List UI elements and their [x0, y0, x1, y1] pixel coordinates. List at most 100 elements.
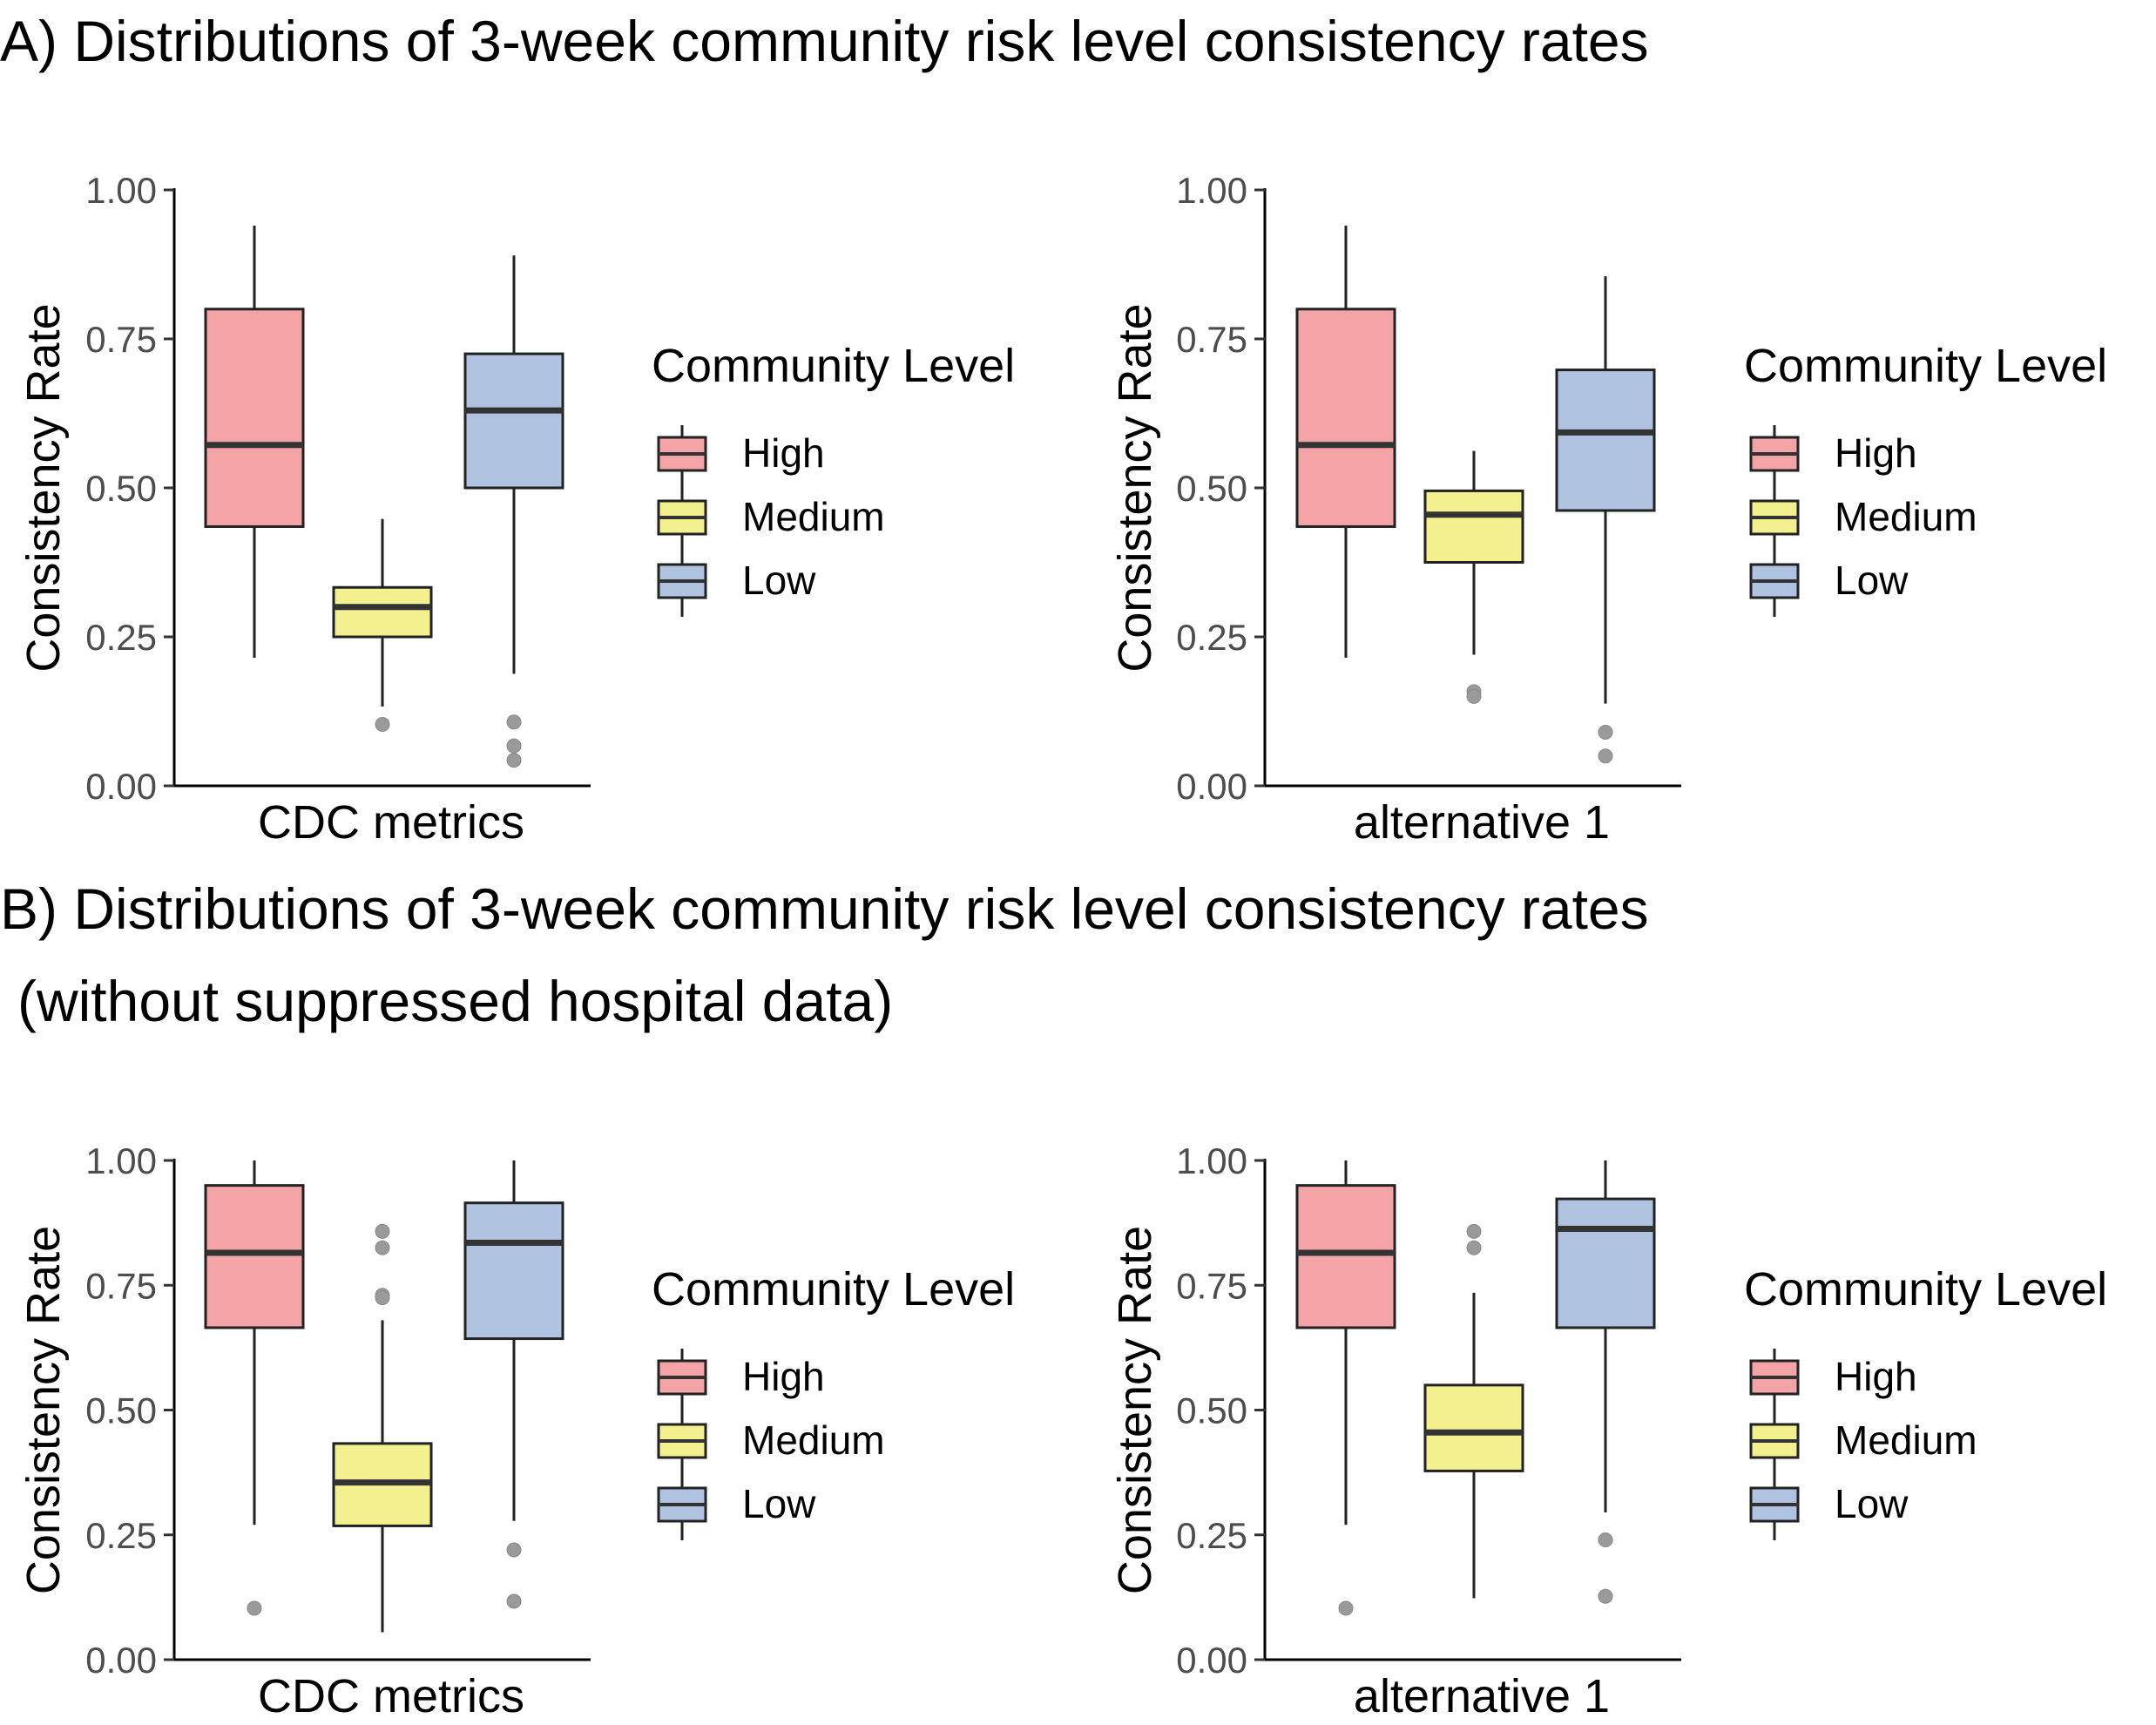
y-tick-label: 0.25 [85, 617, 157, 658]
legend-label: Medium [742, 494, 885, 539]
y-tick-label: 0.25 [1176, 617, 1247, 658]
outlier-point [1466, 1240, 1482, 1255]
y-tick-label: 0.50 [1176, 1390, 1247, 1431]
x-category-label: CDC metrics [258, 1670, 524, 1722]
legend-label: High [742, 430, 825, 476]
outlier-point [375, 1290, 390, 1306]
y-tick-label: 0.00 [1176, 1640, 1247, 1681]
y-axis-label: Consistency Rate [17, 1226, 70, 1594]
box-low [463, 255, 564, 768]
legend-key-low [1749, 552, 1800, 617]
outlier-point [1466, 1223, 1482, 1239]
y-tick-label: 0.50 [85, 1390, 157, 1431]
y-tick-label: 0.75 [85, 319, 157, 360]
outlier-point [375, 1240, 390, 1255]
box-medium [332, 518, 433, 733]
section-subtitle-b: (without suppressed hospital data) [17, 969, 894, 1033]
box-high [1295, 226, 1396, 658]
iqr-box [1295, 1184, 1396, 1329]
iqr-box [463, 1201, 564, 1341]
section-title-b: B) Distributions of 3-week community ris… [0, 876, 1649, 941]
x-category-label: alternative 1 [1354, 1670, 1610, 1722]
box-high [204, 1160, 305, 1616]
legend-label: Medium [1835, 494, 1977, 539]
box-medium [332, 1223, 433, 1633]
legend-label: Low [1835, 558, 1909, 603]
iqr-box [1555, 1197, 1656, 1329]
outlier-point [506, 1593, 522, 1609]
outlier-point [1598, 724, 1613, 740]
legend-label: Medium [1835, 1417, 1977, 1463]
y-tick-label: 0.00 [1176, 766, 1247, 807]
legend: Community Level High Medium Low [652, 340, 1015, 617]
panel-b-cdc-metrics: 0.00 0.25 0.50 0.75 1.00 Consistency Rate CDC … [17, 1140, 1015, 1722]
box-low [1555, 276, 1656, 764]
legend-title: Community Level [652, 340, 1015, 392]
outlier-point [506, 753, 522, 768]
y-tick-label: 0.25 [1176, 1515, 1247, 1556]
legend-key-high [1749, 1349, 1800, 1413]
legend: Community Level High Medium Low [652, 1263, 1015, 1540]
legend-key-high [657, 1349, 707, 1413]
legend-key-high [657, 425, 707, 490]
y-tick-label: 0.75 [85, 1265, 157, 1306]
outlier-point [1598, 1532, 1613, 1547]
legend-label: Medium [742, 1417, 885, 1463]
legend-label: High [1835, 430, 1917, 476]
x-category-label: CDC metrics [258, 796, 524, 849]
outlier-point [375, 717, 390, 733]
y-tick-label: 0.00 [85, 1640, 157, 1681]
outlier-point [1338, 1600, 1354, 1616]
outlier-point [375, 1223, 390, 1239]
y-tick-label: 0.75 [1176, 319, 1247, 360]
legend-key-medium [657, 489, 707, 553]
box-medium [1423, 450, 1524, 704]
legend-label: Low [1835, 1481, 1909, 1526]
y-tick-label: 0.25 [85, 1515, 157, 1556]
iqr-box [204, 1184, 305, 1329]
legend-key-low [657, 552, 707, 617]
iqr-box [1555, 369, 1656, 512]
outlier-point [506, 714, 522, 730]
legend-label: High [742, 1354, 825, 1399]
legend-key-low [657, 1476, 707, 1540]
y-axis-label: Consistency Rate [1109, 303, 1161, 672]
legend-title: Community Level [1744, 340, 2107, 392]
outlier-point [506, 1542, 522, 1558]
iqr-box [204, 308, 305, 528]
y-axis-label: Consistency Rate [1109, 1226, 1161, 1594]
y-tick-label: 0.75 [1176, 1265, 1247, 1306]
outlier-point [506, 738, 522, 754]
legend-key-medium [1749, 489, 1800, 553]
iqr-box [463, 352, 564, 490]
legend-key-low [1749, 1476, 1800, 1540]
y-tick-label: 1.00 [85, 170, 157, 211]
legend-label: Low [742, 1481, 816, 1526]
iqr-box [1295, 308, 1396, 528]
y-tick-label: 1.00 [1176, 170, 1247, 211]
section-title-a: A) Distributions of 3-week community ris… [0, 9, 1649, 73]
legend-key-high [1749, 425, 1800, 490]
legend: Community Level High Medium Low [1744, 340, 2107, 617]
box-high [204, 226, 305, 658]
legend-title: Community Level [652, 1263, 1015, 1316]
legend-label: High [1835, 1354, 1917, 1399]
outlier-point [1598, 1588, 1613, 1604]
y-tick-label: 0.50 [85, 468, 157, 509]
iqr-box [332, 585, 433, 639]
panel-a-alternative-1: 0.00 0.25 0.50 0.75 1.00 Consistency Rate alte… [1109, 170, 2107, 849]
legend-label: Low [742, 558, 816, 603]
y-axis-label: Consistency Rate [17, 303, 70, 672]
outlier-point [1466, 688, 1482, 704]
legend-title: Community Level [1744, 1263, 2107, 1316]
outlier-point [1598, 748, 1613, 764]
iqr-box [1423, 1383, 1524, 1472]
box-high [1295, 1160, 1396, 1616]
y-tick-label: 0.50 [1176, 468, 1247, 509]
y-tick-label: 0.00 [85, 766, 157, 807]
box-medium [1423, 1223, 1524, 1599]
legend: Community Level High Medium Low [1744, 1263, 2107, 1540]
outlier-point [247, 1600, 262, 1616]
legend-key-medium [657, 1412, 707, 1477]
